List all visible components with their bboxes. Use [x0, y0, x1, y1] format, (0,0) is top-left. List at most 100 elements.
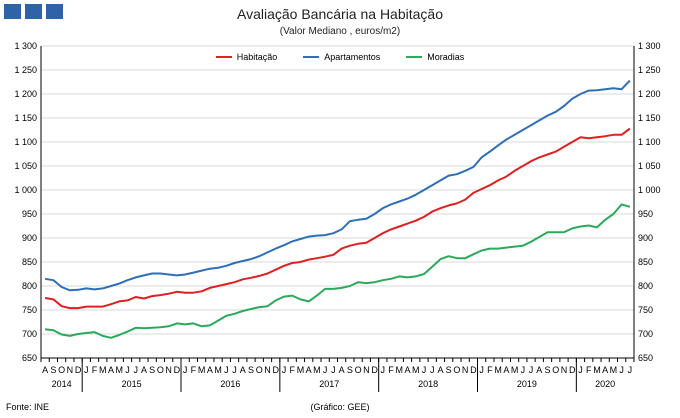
x-month-label: A — [207, 365, 213, 375]
logo — [4, 4, 63, 19]
legend-label: Habitação — [236, 52, 278, 62]
x-year-label: 2020 — [595, 379, 615, 389]
x-month-label: M — [115, 365, 123, 375]
x-month-label: A — [602, 365, 608, 375]
x-month-label: J — [381, 365, 386, 375]
x-month-label: D — [174, 365, 181, 375]
x-year-label: 2015 — [122, 379, 142, 389]
x-month-label: J — [133, 365, 138, 375]
series-line-habitao — [44, 127, 631, 310]
x-month-label: J — [479, 365, 484, 375]
x-month-label: J — [521, 365, 526, 375]
y-tick-label-right: 1 300 — [638, 41, 661, 51]
x-month-label: M — [412, 365, 420, 375]
y-tick-label-right: 1 200 — [638, 89, 661, 99]
x-month-label: A — [536, 365, 542, 375]
x-month-label: M — [396, 365, 404, 375]
x-year-label: 2017 — [319, 379, 339, 389]
logo-square — [25, 4, 42, 19]
y-tick-label-left: 850 — [22, 257, 37, 267]
y-tick-label-left: 1 150 — [14, 113, 37, 123]
y-tick-label-right: 1 000 — [638, 185, 661, 195]
x-month-label: D — [569, 365, 576, 375]
legend-item-apartamentos: Apartamentos — [303, 52, 380, 62]
x-month-label: S — [347, 365, 353, 375]
y-tick-label-left: 1 050 — [14, 161, 37, 171]
x-month-label: A — [503, 365, 509, 375]
x-month-label: J — [619, 365, 624, 375]
x-month-label: F — [92, 365, 98, 375]
x-month-label: A — [108, 365, 114, 375]
x-month-label: N — [67, 365, 74, 375]
x-month-label: J — [282, 365, 287, 375]
x-month-label: O — [157, 365, 164, 375]
x-year-label: 2019 — [517, 379, 537, 389]
legend-swatch — [215, 56, 232, 58]
x-month-label: A — [42, 365, 48, 375]
x-month-label: J — [125, 365, 130, 375]
chart-legend: Habitação Apartamentos Moradias — [0, 52, 680, 62]
y-tick-label-right: 800 — [638, 281, 653, 291]
legend-item-habitacao: Habitação — [215, 52, 278, 62]
x-month-label: J — [628, 365, 633, 375]
x-month-label: M — [214, 365, 222, 375]
graphic-credit: (Gráfico: GEE) — [310, 402, 370, 412]
x-month-label: M — [610, 365, 618, 375]
x-month-label: O — [453, 365, 460, 375]
x-month-label: F — [191, 365, 197, 375]
x-month-label: M — [99, 365, 107, 375]
x-month-label: S — [50, 365, 56, 375]
logo-square — [46, 4, 63, 19]
y-tick-label-left: 1 300 — [14, 41, 37, 51]
x-month-label: M — [198, 365, 206, 375]
x-month-label: M — [593, 365, 601, 375]
x-month-label: O — [552, 365, 559, 375]
legend-item-moradias: Moradias — [406, 52, 464, 62]
x-month-label: S — [446, 365, 452, 375]
x-month-label: A — [404, 365, 410, 375]
x-month-label: F — [586, 365, 592, 375]
y-tick-label-right: 750 — [638, 305, 653, 315]
x-month-label: N — [561, 365, 568, 375]
x-month-label: J — [331, 365, 336, 375]
x-month-label: J — [578, 365, 583, 375]
y-tick-label-left: 950 — [22, 209, 37, 219]
y-tick-label-left: 1 200 — [14, 89, 37, 99]
legend-label: Moradias — [427, 52, 465, 62]
source-note: Fonte: INE — [6, 402, 50, 412]
y-tick-label-right: 950 — [638, 209, 653, 219]
x-month-label: N — [363, 365, 370, 375]
x-month-label: F — [388, 365, 394, 375]
series-line-moradias — [44, 203, 631, 339]
x-month-label: O — [58, 365, 65, 375]
y-tick-label-right: 700 — [638, 329, 653, 339]
logo-square — [4, 4, 21, 19]
x-year-label: 2018 — [418, 379, 438, 389]
x-month-label: J — [529, 365, 534, 375]
x-month-label: N — [264, 365, 271, 375]
x-month-label: J — [232, 365, 237, 375]
y-tick-label-left: 650 — [22, 353, 37, 363]
x-month-label: M — [511, 365, 519, 375]
chart-title: Avaliação Bancária na Habitação — [237, 6, 443, 22]
y-tick-label-right: 1 100 — [638, 137, 661, 147]
y-tick-label-right: 850 — [638, 257, 653, 267]
x-year-label: 2016 — [220, 379, 240, 389]
x-month-label: N — [462, 365, 469, 375]
x-month-label: D — [371, 365, 378, 375]
x-month-label: A — [141, 365, 147, 375]
x-month-label: N — [165, 365, 172, 375]
x-month-label: F — [487, 365, 493, 375]
x-month-label: J — [430, 365, 435, 375]
x-month-label: M — [297, 365, 305, 375]
x-month-label: J — [323, 365, 328, 375]
x-month-label: O — [256, 365, 263, 375]
y-tick-label-right: 650 — [638, 353, 653, 363]
x-month-label: D — [470, 365, 477, 375]
x-month-label: A — [339, 365, 345, 375]
y-tick-label-right: 1 150 — [638, 113, 661, 123]
x-month-label: D — [75, 365, 82, 375]
y-tick-label-left: 1 250 — [14, 65, 37, 75]
x-month-label: D — [272, 365, 279, 375]
